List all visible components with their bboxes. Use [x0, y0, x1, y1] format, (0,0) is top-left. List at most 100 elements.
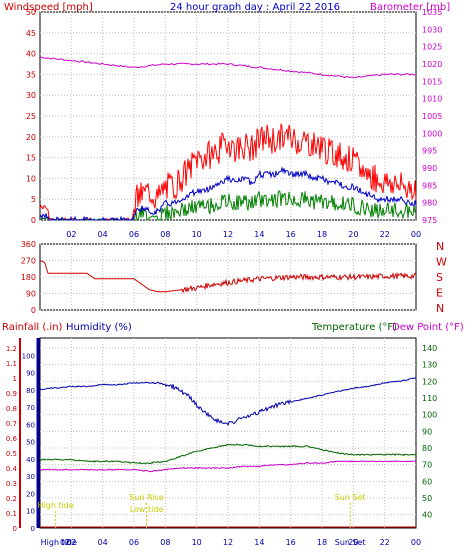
rainfall-tick-label: 0.5 [6, 450, 17, 458]
temperature-tick-label: 90 [422, 427, 432, 436]
event-label: Sun Rise [129, 493, 164, 502]
temp-series [39, 377, 417, 528]
windspeed-tick-label: 50 [26, 8, 36, 17]
compass-label: N [436, 302, 444, 315]
compass-label: S [436, 271, 443, 284]
direction-line [39, 260, 417, 294]
temperature-tick-label: 130 [422, 361, 437, 370]
temperature-tick-label: 40 [422, 511, 432, 520]
windspeed-tick-label: 20 [26, 133, 36, 142]
x-tick-label: 22 [380, 230, 390, 239]
wind-average-line [39, 166, 417, 222]
rainfall-tick-label: 0 [13, 525, 17, 533]
direction-ticks: 360 270 180 90 0 [21, 240, 36, 315]
event-markers: High tide Sun Rise Low tide Sun Set High tid… [38, 493, 366, 547]
x-tick-label: 10 [192, 538, 202, 547]
humidity-tick-label: 40 [26, 456, 35, 464]
humidity-tick-label: 30 [26, 473, 35, 481]
barometer-ticks: 975 980 985 990 995 1000 1005 1010 1015 1020 1025 1… [422, 8, 442, 225]
humidity-tick-label: 70 [26, 404, 35, 412]
barometer-tick-label: 1025 [422, 43, 442, 52]
humidity-axis-label: Humidity (%) [66, 322, 132, 333]
direction-tick-label: 360 [21, 240, 36, 249]
x-tick-label: 20 [348, 538, 358, 547]
x-tick-label: 08 [160, 538, 170, 547]
humidity-ticks: 0 10 20 30 40 50 60 70 80 90 100 [22, 352, 35, 533]
barometer-tick-label: 975 [422, 216, 437, 225]
event-label: Low tide [130, 505, 164, 514]
direction-tick-label: 270 [21, 257, 36, 266]
temperature-tick-label: 100 [422, 411, 437, 420]
x-tick-label: 12 [223, 538, 233, 547]
windspeed-tick-label: 35 [26, 70, 36, 79]
wind-series [39, 56, 417, 222]
barometer-tick-label: 1005 [422, 112, 442, 121]
rainfall-tick-label: 0.1 [6, 510, 17, 518]
wind-low-line [40, 189, 417, 222]
x-tick-label: 10 [192, 230, 202, 239]
event-axis-label: Sun Set [335, 538, 366, 547]
event-axis-label: 02 [60, 538, 70, 547]
rainfall-ticks: 0 0.1 0.2 0.3 0.4 0.5 0.6 0.7 0.8 0.9 1 1.1 1.2 [6, 345, 18, 533]
windspeed-tick-label: 45 [26, 29, 36, 38]
x-tick-label: 08 [160, 230, 170, 239]
barometer-tick-label: 1010 [422, 95, 442, 104]
dewpoint-axis-label: Dew Point (°F) [392, 322, 464, 333]
event-label: Sun Set [335, 493, 366, 502]
x-tick-label: 14 [254, 230, 264, 239]
humidity-tick-label: 100 [22, 352, 35, 360]
rainfall-tick-label: 0.2 [6, 495, 17, 503]
x-tick-label: 00 [411, 538, 421, 547]
direction-tick-label: 0 [31, 306, 36, 315]
barometer-line [39, 56, 417, 79]
temperature-tick-label: 110 [422, 394, 437, 403]
windspeed-tick-label: 30 [26, 91, 36, 100]
x-tick-label: 04 [98, 538, 108, 547]
rainfall-tick-label: 0.6 [6, 435, 18, 443]
temperature-axis-label: Temperature (°F) [311, 322, 397, 333]
windspeed-tick-label: 40 [26, 50, 36, 59]
humidity-line [39, 377, 417, 427]
barometer-tick-label: 985 [422, 181, 437, 190]
compass-label: W [436, 256, 447, 269]
temperature-tick-label: 120 [422, 377, 437, 386]
rainfall-tick-label: 1.1 [6, 360, 17, 368]
windspeed-tick-label: 5 [31, 195, 36, 204]
event-label: High tide [38, 501, 74, 510]
temperature-tick-label: 60 [422, 477, 432, 486]
windspeed-axis-label: Windspeed [mph] [4, 2, 93, 13]
barometer-tick-label: 1000 [422, 129, 442, 138]
x-tick-label: 16 [286, 230, 296, 239]
barometer-tick-label: 1020 [422, 60, 442, 69]
rainfall-tick-label: 0.4 [6, 465, 18, 473]
rainfall-axis-label: Rainfall (.in) [2, 322, 63, 333]
temp-x-ticks: 02 04 06 08 10 12 14 16 18 20 22 00 [66, 538, 421, 547]
temperature-ticks: 40 50 60 70 80 90 100 110 120 130 140 [422, 344, 437, 520]
direction-tick-label: 180 [21, 273, 36, 282]
temperature-tick-label: 70 [422, 461, 432, 470]
rainfall-tick-label: 1.2 [6, 345, 17, 353]
rainfall-tick-label: 1 [13, 375, 17, 383]
dewpoint-line [39, 460, 417, 473]
barometer-tick-label: 1015 [422, 77, 442, 86]
x-tick-label: 18 [317, 230, 327, 239]
barometer-tick-label: 995 [422, 147, 437, 156]
rainfall-tick-label: 0.7 [6, 420, 17, 428]
humidity-tick-label: 0 [31, 525, 35, 533]
x-tick-label: 00 [411, 230, 421, 239]
humidity-tick-label: 10 [26, 508, 35, 516]
x-tick-label: 18 [317, 538, 327, 547]
x-tick-label: 02 [66, 538, 76, 547]
barometer-tick-label: 990 [422, 164, 437, 173]
compass-label: E [436, 287, 443, 300]
humidity-tick-label: 50 [26, 439, 35, 447]
barometer-axis-label: Barometer [mb] [370, 2, 450, 13]
chart-title: 24 hour graph day : April 22 2016 [170, 2, 340, 13]
windspeed-ticks: 0 5 10 15 20 25 30 35 40 45 50 [26, 8, 36, 225]
compass-label: N [436, 240, 444, 253]
x-tick-label: 22 [380, 538, 390, 547]
temperature-line [39, 443, 417, 465]
x-tick-label: 14 [254, 538, 264, 547]
